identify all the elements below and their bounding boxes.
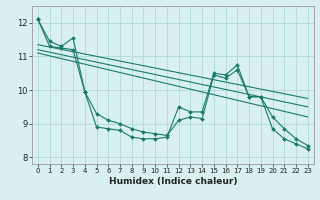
X-axis label: Humidex (Indice chaleur): Humidex (Indice chaleur): [108, 177, 237, 186]
